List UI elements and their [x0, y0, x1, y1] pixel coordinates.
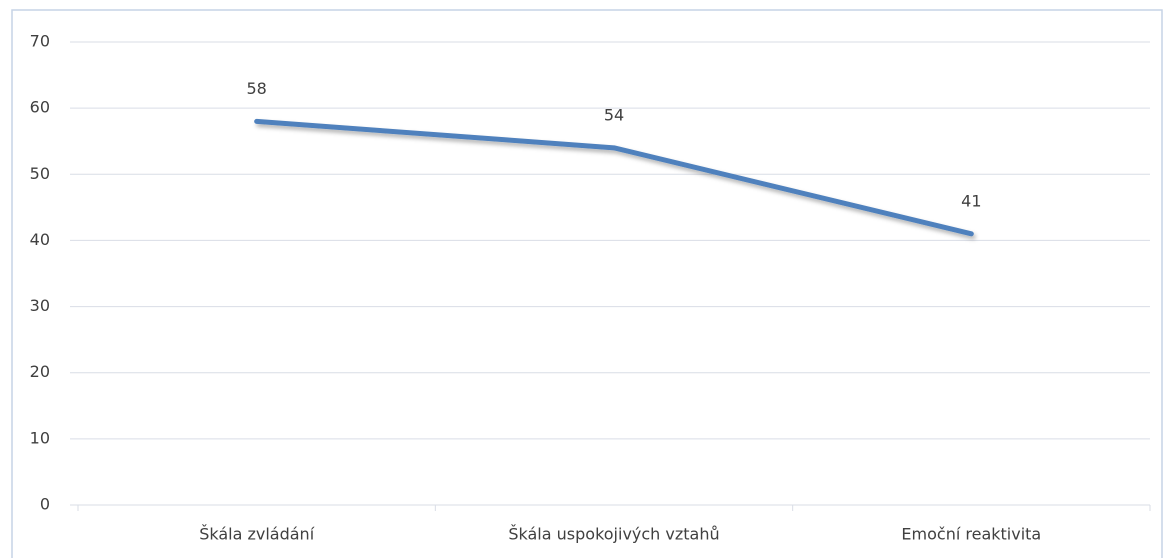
data-label: 54 — [604, 105, 624, 124]
line-series — [254, 118, 974, 237]
x-tick-label: Škála uspokojivých vztahů — [508, 525, 719, 544]
y-tick-label: 50 — [30, 164, 50, 183]
y-tick-label: 10 — [30, 428, 50, 447]
y-tick-label: 70 — [30, 32, 50, 51]
y-tick-label: 40 — [30, 230, 50, 249]
y-tick-label: 60 — [30, 98, 50, 117]
y-tick-label: 0 — [40, 495, 50, 514]
x-tick-label: Emoční reaktivita — [901, 525, 1041, 544]
y-tick-label: 30 — [30, 296, 50, 315]
y-tick-label: 20 — [30, 362, 50, 381]
data-label: 41 — [961, 191, 981, 210]
x-tick-label: Škála zvládání — [199, 525, 315, 544]
data-label: 58 — [246, 79, 266, 98]
chart-frame — [11, 9, 1163, 558]
